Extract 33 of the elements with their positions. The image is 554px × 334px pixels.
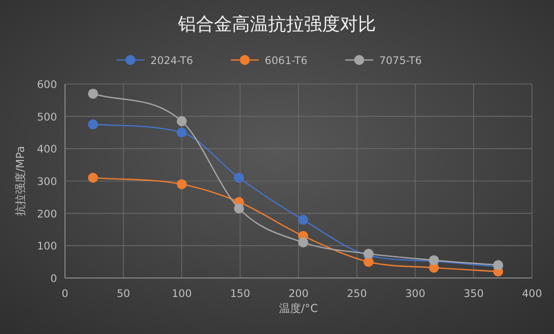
- point: [88, 119, 98, 130]
- y-tick-label: 500: [36, 111, 57, 124]
- x-tick-label: 400: [522, 288, 542, 300]
- point: [176, 179, 187, 190]
- point: [88, 88, 98, 99]
- x-tick-label: 0: [62, 288, 68, 300]
- y-tick-label: 100: [36, 240, 57, 253]
- y-tick-label: 600: [36, 79, 57, 91]
- x-tick-label: 50: [116, 288, 130, 300]
- x-tick-label: 150: [230, 288, 250, 300]
- point: [234, 172, 244, 183]
- x-tick-label: 350: [464, 288, 484, 300]
- x-tick-label: 250: [346, 288, 367, 300]
- y-tick-label: 300: [36, 176, 57, 188]
- legend-label: 2024-T6: [150, 55, 194, 67]
- point: [176, 116, 187, 126]
- chart-title: 铝合金高温抗拉强度对比: [177, 14, 376, 35]
- point: [88, 172, 98, 183]
- point: [298, 237, 308, 248]
- y-axis-title: 抗拉强度/MPa: [14, 146, 27, 216]
- point: [298, 214, 308, 225]
- legend-label: 7075-T6: [379, 55, 422, 67]
- x-tick-label: 300: [405, 288, 426, 300]
- y-tick-label: 0: [50, 273, 57, 285]
- point: [176, 128, 187, 138]
- point: [364, 256, 374, 267]
- x-tick-label: 200: [288, 288, 309, 300]
- x-tick-label: 100: [172, 288, 192, 300]
- y-tick-label: 200: [36, 208, 57, 220]
- point: [234, 203, 244, 214]
- legend-label: 6061-T6: [264, 55, 308, 67]
- y-tick-label: 400: [36, 144, 57, 156]
- x-axis-title: 温度/°C: [279, 302, 318, 315]
